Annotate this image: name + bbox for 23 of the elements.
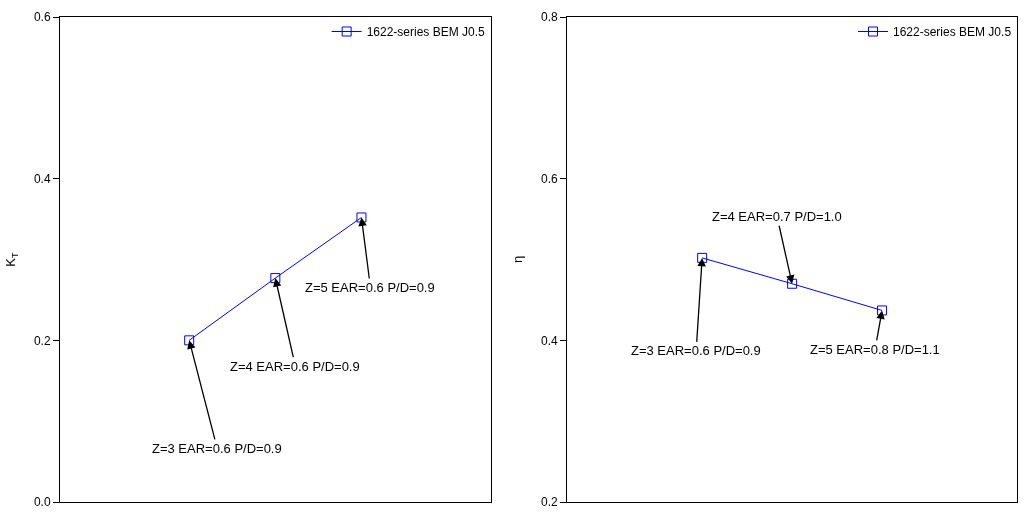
annotation: Z=4 EAR=0.7 P/D=1.0 bbox=[712, 209, 842, 224]
y-tick-label: 0.8 bbox=[541, 10, 559, 25]
point bbox=[270, 273, 281, 284]
point bbox=[356, 212, 367, 223]
annotation: Z=5 EAR=0.6 P/D=0.9 bbox=[305, 280, 435, 295]
annotation: Z=3 EAR=0.6 P/D=0.9 bbox=[152, 441, 282, 456]
point bbox=[697, 252, 708, 263]
point bbox=[184, 335, 195, 346]
y-tick-label: 0.2 bbox=[33, 333, 51, 348]
y-tick-label: 0.0 bbox=[33, 495, 51, 510]
y-tick-label: 0.6 bbox=[33, 10, 51, 25]
annotation: Z=4 EAR=0.6 P/D=0.9 bbox=[230, 359, 360, 374]
legend-label: 1622-series BEM J0.5 bbox=[893, 25, 1012, 40]
y-axis-title: η bbox=[510, 255, 526, 264]
annotation: Z=5 EAR=0.8 P/D=1.1 bbox=[810, 342, 940, 357]
y-tick-label: 0.6 bbox=[541, 171, 559, 186]
point bbox=[787, 278, 798, 289]
y-tick-label: 0.4 bbox=[33, 171, 51, 186]
point bbox=[877, 305, 888, 316]
legend-label: 1622-series BEM J0.5 bbox=[366, 25, 486, 40]
y-tick-label: 0.2 bbox=[541, 495, 559, 510]
y-tick-label: 0.4 bbox=[541, 333, 559, 348]
annotation: Z=3 EAR=0.6 P/D=0.9 bbox=[631, 343, 761, 358]
